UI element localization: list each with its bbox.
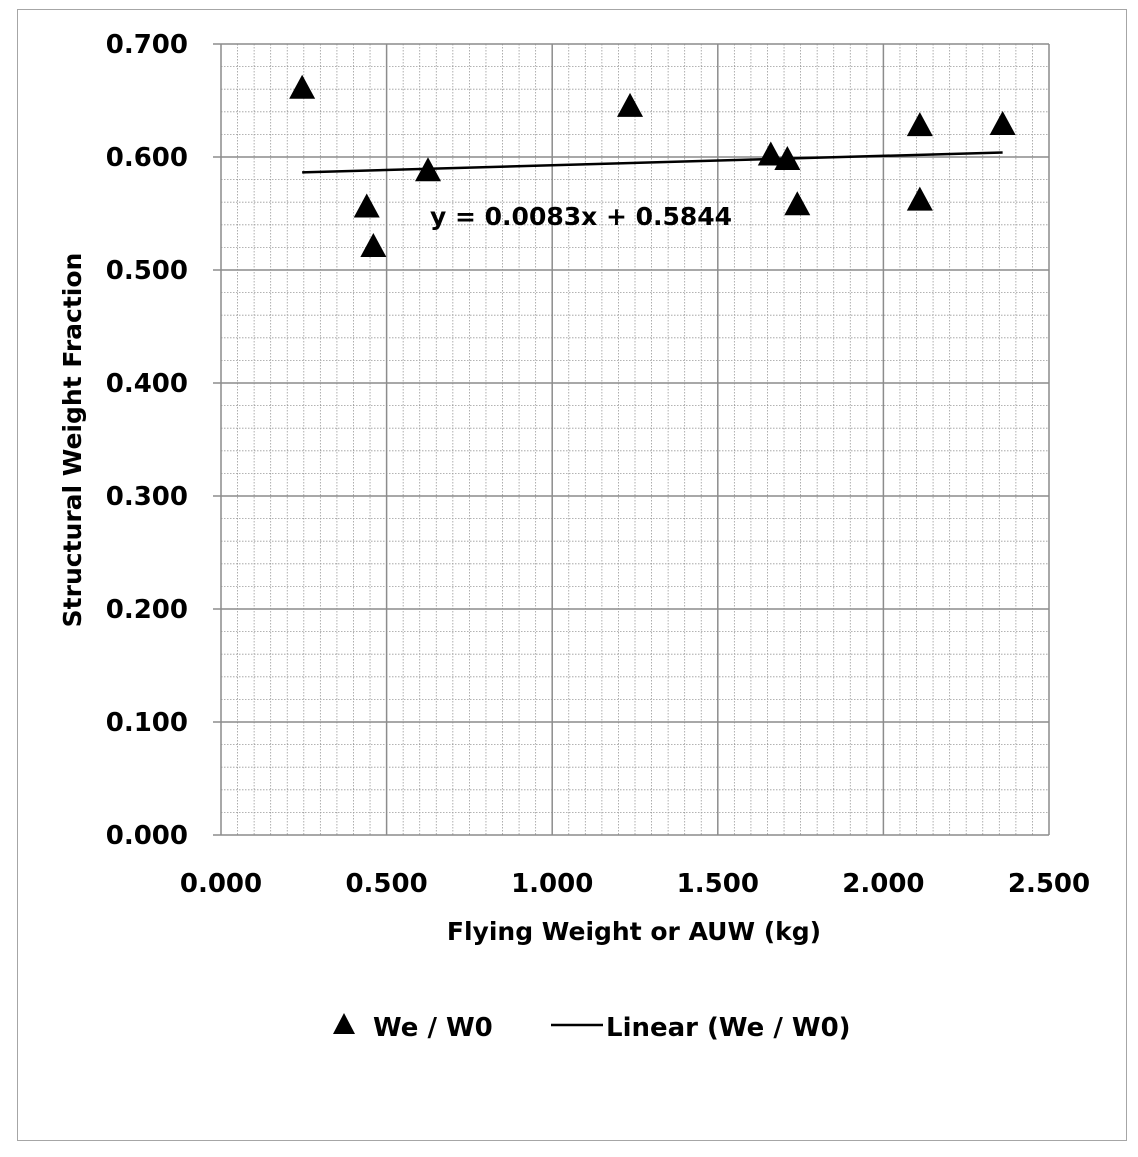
data-point-triangle bbox=[289, 74, 316, 99]
x-tick-label: 2.000 bbox=[842, 869, 924, 899]
y-tick-labels: 0.000 0.100 0.200 0.300 0.400 0.500 0.600 0.700 bbox=[106, 30, 188, 851]
chart-frame bbox=[17, 9, 1127, 1141]
y-axis-title: Structural Weight Fraction bbox=[58, 253, 87, 628]
major-grid bbox=[221, 43, 1050, 835]
data-point-triangle bbox=[784, 191, 811, 216]
y-tick-label: 0.300 bbox=[106, 482, 188, 512]
data-point-triangle bbox=[757, 141, 784, 166]
y-tick-label: 0.000 bbox=[106, 821, 188, 851]
axes bbox=[213, 43, 1049, 836]
y-tick-label: 0.500 bbox=[106, 256, 188, 286]
x-axis-title: Flying Weight or AUW (kg) bbox=[447, 917, 821, 946]
data-point-triangle bbox=[989, 110, 1016, 135]
data-point-triangle bbox=[360, 233, 387, 257]
legend-triangle-marker bbox=[333, 1013, 355, 1034]
data-point-triangle bbox=[415, 157, 441, 182]
data-point-triangle bbox=[353, 193, 380, 218]
legend: We / W0 Linear (We / W0) bbox=[333, 1013, 851, 1043]
x-tick-label: 2.500 bbox=[1008, 869, 1090, 899]
y-tick-label: 0.100 bbox=[106, 708, 188, 738]
legend-label-series: We / W0 bbox=[373, 1013, 493, 1043]
trendline-equation: y = 0.0083x + 0.5844 bbox=[430, 202, 732, 231]
trendline-layer bbox=[302, 151, 1003, 174]
x-tick-label: 1.000 bbox=[511, 869, 593, 899]
x-tick-label: 0.500 bbox=[345, 869, 427, 899]
minor-grid bbox=[221, 44, 1049, 835]
trendline bbox=[302, 151, 1003, 174]
data-point-triangle bbox=[906, 112, 933, 137]
x-tick-labels: 0.000 0.500 1.000 1.500 2.000 2.500 bbox=[180, 869, 1090, 899]
y-tick-label: 0.700 bbox=[106, 30, 188, 60]
data-point-triangle bbox=[774, 145, 801, 170]
y-tick-label: 0.400 bbox=[106, 369, 188, 399]
y-tick-label: 0.600 bbox=[106, 143, 188, 173]
x-tick-label: 1.500 bbox=[677, 869, 759, 899]
data-point-triangle bbox=[617, 92, 644, 117]
x-tick-label: 0.000 bbox=[180, 869, 262, 899]
data-points bbox=[289, 74, 1016, 257]
y-tick-label: 0.200 bbox=[106, 595, 188, 625]
data-point-triangle bbox=[906, 186, 933, 211]
legend-label-trendline: Linear (We / W0) bbox=[606, 1013, 851, 1043]
